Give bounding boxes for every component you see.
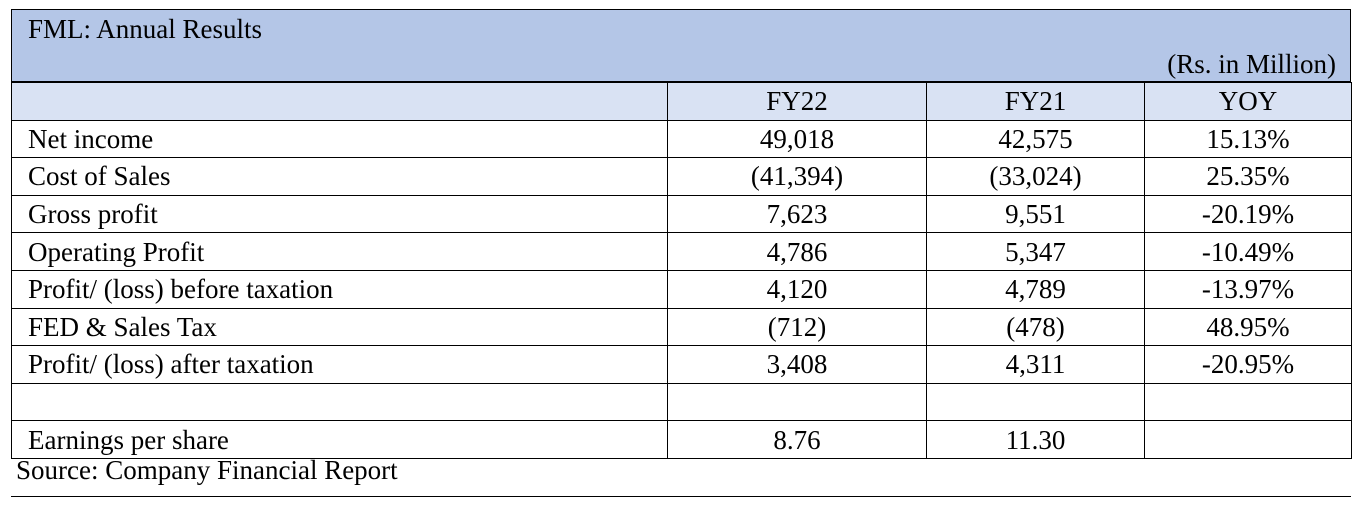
cell-yoy: 15.13% xyxy=(1144,119,1352,159)
cell-fy21: 4,311 xyxy=(926,345,1145,384)
cell-yoy: 48.95% xyxy=(1144,307,1352,347)
results-grid: FY22 FY21 YOY Net income 49,018 42,575 1… xyxy=(11,82,1352,459)
cell-fy21: 9,551 xyxy=(926,194,1145,234)
cell-yoy: -20.19% xyxy=(1144,194,1352,234)
header-label-cell xyxy=(11,82,668,121)
cell-yoy: -13.97% xyxy=(1144,269,1352,309)
cell-fy22 xyxy=(667,382,927,422)
cell-fy22: 8.76 xyxy=(667,420,927,459)
cell-fy21: 11.30 xyxy=(926,420,1145,459)
cell-fy22: 7,623 xyxy=(667,194,927,234)
row-label: Gross profit xyxy=(11,194,668,234)
row-label: Profit/ (loss) after taxation xyxy=(11,345,668,384)
cell-fy22: 4,120 xyxy=(667,269,927,309)
cell-fy21: 5,347 xyxy=(926,232,1145,271)
cell-fy21: 4,789 xyxy=(926,269,1145,309)
table-row: Profit/ (loss) after taxation 3,408 4,31… xyxy=(11,345,1352,384)
annual-results-table: FML: Annual Results (Rs. in Million) FY2… xyxy=(11,9,1352,459)
table-row-empty xyxy=(11,382,1352,422)
cell-fy22: (41,394) xyxy=(667,157,927,196)
row-label: Net income xyxy=(11,119,668,159)
row-label: Operating Profit xyxy=(11,232,668,271)
table-row: Gross profit 7,623 9,551 -20.19% xyxy=(11,194,1352,234)
source-note: Source: Company Financial Report xyxy=(16,455,398,485)
cell-yoy xyxy=(1144,382,1352,422)
table-title: FML: Annual Results xyxy=(28,14,263,44)
cell-yoy: -20.95% xyxy=(1144,345,1352,384)
cell-yoy: 25.35% xyxy=(1144,157,1352,196)
cell-yoy: -10.49% xyxy=(1144,232,1352,271)
unit-note: (Rs. in Million) xyxy=(1167,49,1336,79)
table-title-band: FML: Annual Results (Rs. in Million) xyxy=(11,9,1351,82)
header-fy22: FY22 xyxy=(667,82,927,121)
header-fy21: FY21 xyxy=(926,82,1145,121)
table-row: Operating Profit 4,786 5,347 -10.49% xyxy=(11,232,1352,271)
row-label: Earnings per share xyxy=(11,420,668,459)
header-row: FY22 FY21 YOY xyxy=(11,82,1352,121)
cell-fy21: (478) xyxy=(926,307,1145,347)
header-yoy: YOY xyxy=(1144,82,1352,121)
table-row: Profit/ (loss) before taxation 4,120 4,7… xyxy=(11,269,1352,309)
bottom-rule xyxy=(11,496,1351,497)
row-label: Profit/ (loss) before taxation xyxy=(11,269,668,309)
table-row: Net income 49,018 42,575 15.13% xyxy=(11,119,1352,159)
cell-fy21: (33,024) xyxy=(926,157,1145,196)
row-label xyxy=(11,382,668,422)
cell-fy21: 42,575 xyxy=(926,119,1145,159)
cell-yoy xyxy=(1144,420,1352,459)
cell-fy21 xyxy=(926,382,1145,422)
row-label: FED & Sales Tax xyxy=(11,307,668,347)
table-row: FED & Sales Tax (712) (478) 48.95% xyxy=(11,307,1352,347)
table-row: Cost of Sales (41,394) (33,024) 25.35% xyxy=(11,157,1352,196)
cell-fy22: (712) xyxy=(667,307,927,347)
cell-fy22: 49,018 xyxy=(667,119,927,159)
cell-fy22: 3,408 xyxy=(667,345,927,384)
row-label: Cost of Sales xyxy=(11,157,668,196)
cell-fy22: 4,786 xyxy=(667,232,927,271)
table-row: Earnings per share 8.76 11.30 xyxy=(11,420,1352,459)
